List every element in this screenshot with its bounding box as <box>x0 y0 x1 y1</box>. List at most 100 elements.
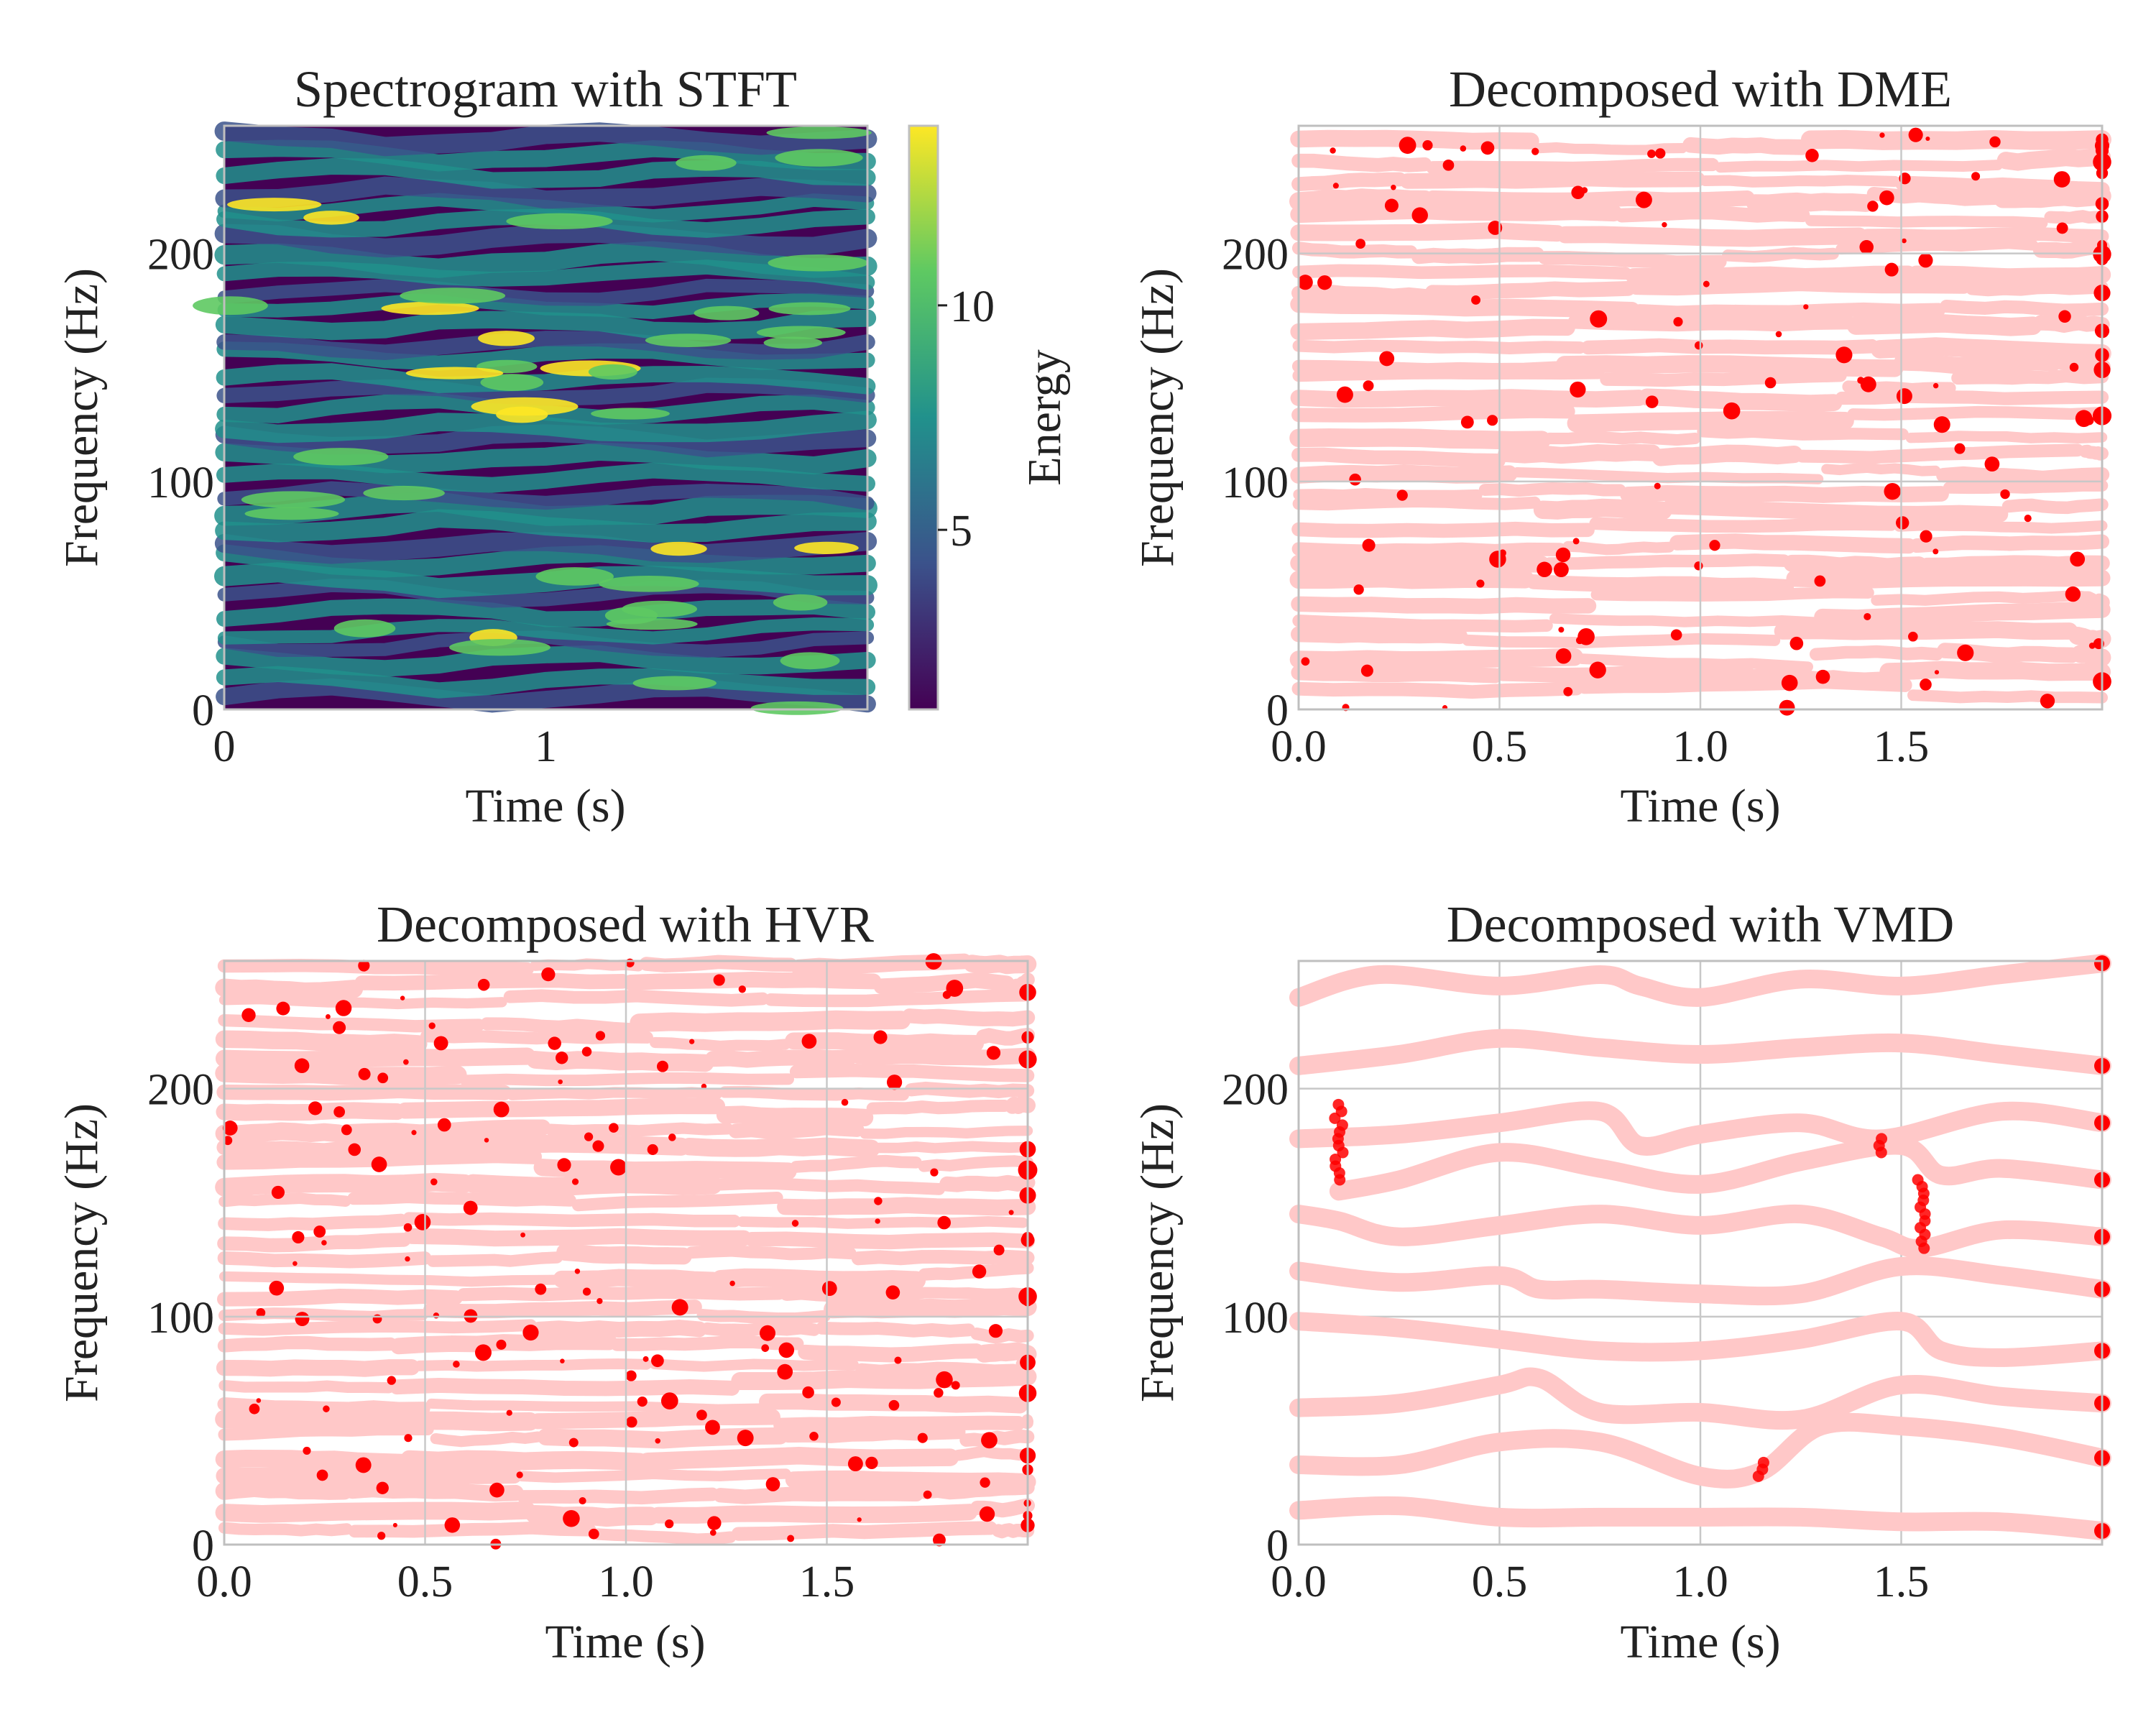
data-point <box>689 1039 695 1044</box>
trace-line <box>1289 428 1551 450</box>
data-point <box>937 1215 952 1230</box>
data-point <box>1531 147 1539 155</box>
x-tick-label: 0.5 <box>1472 722 1528 771</box>
trace-line <box>939 1174 1036 1192</box>
trace-line <box>457 1285 786 1302</box>
trace-line <box>217 1251 432 1269</box>
data-point <box>1460 145 1467 152</box>
trace-line <box>630 1010 911 1033</box>
data-point <box>1662 222 1667 228</box>
data-point <box>2024 515 2032 523</box>
trace-line <box>1847 405 2109 421</box>
trace-line <box>1936 466 2110 486</box>
data-point <box>2040 694 2055 709</box>
trace-line <box>711 1268 926 1290</box>
trace-line <box>622 971 882 990</box>
trace-line <box>348 1522 596 1538</box>
data-point <box>1814 575 1826 587</box>
data-point <box>433 1036 448 1051</box>
data-point <box>777 1363 793 1380</box>
data-point <box>609 1123 619 1133</box>
data-point <box>326 1014 331 1019</box>
data-point <box>1330 147 1336 154</box>
panel-title: Spectrogram with STFT <box>294 60 797 118</box>
data-point <box>888 1399 900 1411</box>
trace-line <box>400 1450 649 1471</box>
data-point <box>885 1285 900 1300</box>
data-point <box>696 1409 707 1421</box>
trace-line <box>516 1468 791 1484</box>
data-point <box>1815 669 1830 684</box>
data-point <box>348 1143 361 1156</box>
data-point <box>581 1046 592 1057</box>
data-point <box>1589 661 1606 678</box>
data-point <box>1655 148 1666 159</box>
data-point <box>1332 1098 1345 1110</box>
data-point <box>1355 239 1365 249</box>
data-point <box>1558 627 1565 633</box>
data-point <box>981 1432 998 1449</box>
data-point <box>988 1324 1003 1338</box>
data-point <box>316 1469 328 1481</box>
data-point <box>1703 280 1710 288</box>
heatmap-cell <box>750 701 844 715</box>
trace-line <box>1290 222 1566 242</box>
data-point <box>1918 253 1933 268</box>
data-point <box>1694 561 1703 571</box>
panel-title: Decomposed with VMD <box>1447 896 1955 953</box>
data-point <box>705 1420 720 1435</box>
colorbar-gradient <box>908 124 939 711</box>
data-point <box>1635 191 1652 208</box>
data-point <box>341 1124 352 1136</box>
trace-line <box>507 1087 723 1100</box>
data-point <box>1647 150 1656 158</box>
data-point <box>1362 538 1376 552</box>
trace-line <box>790 1154 922 1173</box>
trace-line <box>1746 192 1875 213</box>
trace-line <box>1526 574 1795 594</box>
trace-line <box>1291 172 1407 192</box>
heatmap-band <box>216 678 876 713</box>
x-tick-label: 1.0 <box>1672 1558 1728 1606</box>
heatmap-cell <box>773 594 828 611</box>
heatmap-band <box>217 617 875 645</box>
trace-line <box>1951 369 2109 385</box>
trace-line <box>218 1422 434 1441</box>
data-point <box>269 1280 285 1296</box>
trace-line <box>215 1501 536 1523</box>
data-point <box>1577 627 1595 645</box>
data-point <box>1411 207 1428 224</box>
data-point <box>1476 579 1485 588</box>
data-point <box>626 1416 637 1428</box>
trace-line <box>1894 353 2062 374</box>
data-point <box>522 1324 539 1341</box>
y-tick-label: 100 <box>147 459 214 507</box>
data-point <box>1957 644 1974 661</box>
data-point <box>1297 275 1313 290</box>
data-point <box>371 1156 387 1172</box>
heatmap-band <box>216 139 876 172</box>
data-point <box>1498 549 1506 557</box>
heatmap-cell <box>506 213 613 230</box>
data-point <box>1008 1210 1014 1215</box>
data-point <box>1860 376 1876 392</box>
trace-line <box>1004 1095 1036 1114</box>
y-tick-label: 100 <box>147 1294 214 1343</box>
data-point <box>993 1244 1005 1256</box>
trace-line <box>530 1320 707 1338</box>
heatmap-band <box>216 331 875 361</box>
trace-line <box>1290 389 1647 408</box>
trace-line <box>1577 653 1813 673</box>
heatmap-cell <box>694 305 760 321</box>
trace-line <box>918 1155 1034 1172</box>
trace-line <box>1543 553 1791 570</box>
data-point <box>865 1456 878 1470</box>
trace-line <box>1871 337 2111 363</box>
trace-line <box>1557 226 1868 247</box>
trace-line <box>1538 250 1727 270</box>
data-point <box>377 1072 389 1084</box>
heatmap-cell <box>535 567 614 586</box>
trace-line <box>1800 129 2111 150</box>
plot-area <box>1289 126 2112 716</box>
